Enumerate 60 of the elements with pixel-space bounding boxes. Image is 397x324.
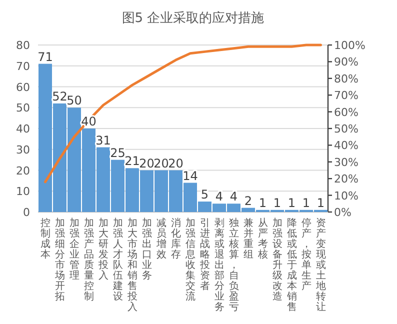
y2-tick-label: 100% [334,39,366,52]
x-tick-label: 消化库存 [170,217,181,260]
category-label: 资产变现或土地转让 [316,218,326,313]
y2-tick-label: 10% [334,189,358,202]
data-label: 31 [96,133,111,148]
data-label: 1 [316,196,325,210]
x-tick-label: 加强人才队伍建设 [112,217,123,302]
data-label: 1 [302,196,310,210]
chart-title: 图5 企业采取的应对措施 [122,10,264,26]
y2-tick-label: 50% [334,122,358,136]
y-tick-label: 50 [16,102,30,115]
data-label: 21 [124,154,140,168]
x-tick-label: 停产，按单生产 [301,217,312,292]
y-tick-label: 40 [16,122,30,136]
y2-tick-label: 70% [334,89,358,102]
data-label: 20 [139,156,154,170]
y-tick-label: 30 [16,143,30,156]
y2-tick-label: 40% [334,139,358,152]
x-tick-label: 从严考核 [256,217,268,260]
x-tick-label: 引进战略投资者 [198,218,210,292]
x-tick-label: 加强设备升级改造 [272,217,282,302]
data-label: 1 [273,196,282,210]
x-tick-label: 加大研发投入 [97,217,108,282]
y2-tick-label: 80% [334,72,358,86]
y2-tick-label: 30% [334,156,358,169]
category-label: 降低或低于成本销售 [286,218,297,313]
data-label: 4 [215,190,224,204]
y2-tick-label: 90% [334,56,358,69]
x-tick-label: 加强信息收集交流 [184,217,196,302]
y-tick-label: 70 [16,60,30,73]
y2-tick-label: 0% [334,206,352,219]
data-label: 20 [154,156,169,170]
y-tick-label: 80 [16,39,30,52]
x-tick-label: 减员增效 [155,217,166,260]
data-label: 71 [38,50,53,64]
data-label: 1 [258,196,267,210]
x-tick-label: 加强出口业务 [142,217,152,282]
data-label: 50 [66,94,82,108]
y2-tick-label: 60% [334,106,358,119]
x-tick-label: 兼并重组 [243,217,254,260]
x-tick-label: 加强产品质量控制 [84,217,94,302]
y-tick-label: 10 [16,185,30,198]
x-tick-label: 控制成本 [40,217,50,260]
x-tick-label: 加强细分市场开拓 [54,217,65,302]
category-label: 剥离或退出部分业务 [214,218,224,313]
y-tick-label: 20 [16,164,30,178]
data-label: 52 [52,89,68,104]
y-tick-label: 0 [23,206,30,219]
data-label: 5 [200,188,209,202]
data-label: 14 [182,168,198,183]
data-label: 2 [244,194,252,208]
y-tick-label: 60 [16,80,30,94]
category-label: 加大市场和销售投入 [127,218,138,313]
data-label: 4 [230,190,238,204]
category-label: 独立核算，自负盈亏 [228,218,239,313]
data-label: 1 [288,196,296,210]
data-label: 20 [168,156,184,170]
y2-tick-label: 20% [334,172,358,186]
x-tick-label: 加强企业管理 [69,217,80,282]
data-label: 25 [110,146,126,160]
